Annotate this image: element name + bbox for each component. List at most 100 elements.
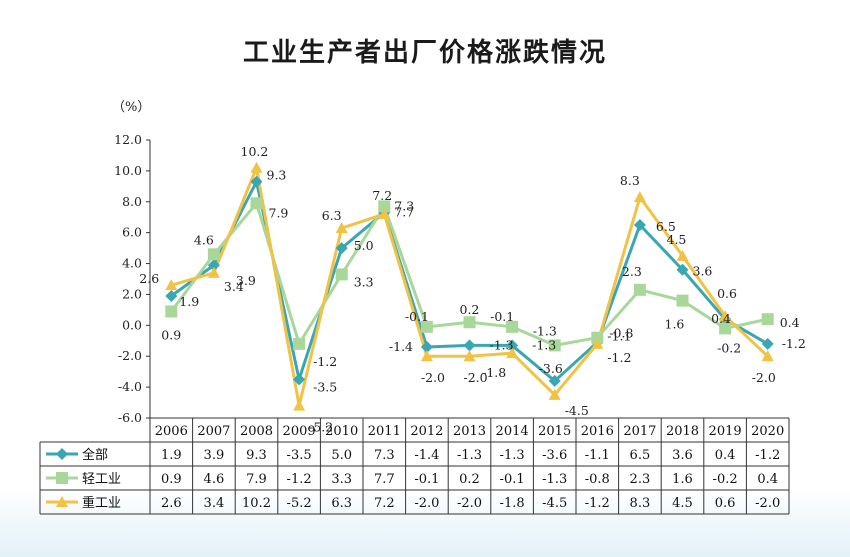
- data-label-light-industry: 4.6: [194, 232, 214, 247]
- data-label-heavy-industry: 4.5: [667, 232, 687, 247]
- data-point-heavy-industry: [463, 350, 476, 362]
- data-point-all: [761, 337, 774, 350]
- table-cell-heavy-industry: -1.2: [585, 496, 610, 511]
- data-label-light-industry: -0.1: [405, 309, 429, 324]
- table-cell-light-industry: 7.7: [374, 472, 395, 487]
- data-point-heavy-industry: [165, 279, 178, 291]
- table-cell-heavy-industry: 6.3: [331, 496, 352, 511]
- data-label-light-industry: 1.6: [665, 317, 685, 332]
- data-label-light-industry: -0.8: [609, 326, 633, 341]
- data-label-all: 1.9: [179, 294, 199, 309]
- data-point-light-industry: [378, 200, 391, 213]
- data-label-light-industry: 7.7: [394, 204, 414, 219]
- table-cell-all: 3.6: [672, 448, 693, 463]
- table-cell-all: 3.9: [204, 448, 225, 463]
- x-tick-label: 2006: [155, 424, 188, 439]
- data-label-light-industry: 0.2: [460, 302, 480, 317]
- data-point-heavy-industry: [420, 350, 433, 362]
- data-label-heavy-industry: 8.3: [620, 173, 640, 188]
- data-label-all: 7.3: [394, 199, 414, 214]
- data-point-all: [207, 259, 220, 272]
- data-point-all: [165, 289, 178, 302]
- data-label-light-industry: -0.2: [717, 340, 741, 355]
- table-cell-all: 1.9: [161, 448, 182, 463]
- x-tick-label: 2017: [623, 424, 656, 439]
- table-cell-all: -1.3: [457, 448, 482, 463]
- legend-label-heavy-industry: 重工业: [82, 495, 121, 511]
- table-cell-light-industry: 4.6: [204, 472, 225, 487]
- data-point-light-industry: [548, 339, 561, 352]
- table-cell-heavy-industry: -1.8: [500, 496, 525, 511]
- table-cell-light-industry: 2.3: [630, 472, 651, 487]
- data-label-heavy-industry: -1.2: [607, 350, 631, 365]
- data-point-heavy-industry: [676, 249, 689, 261]
- legend-marker-all: [56, 448, 68, 460]
- data-label-all: 9.3: [267, 168, 287, 183]
- table-cell-heavy-industry: 8.3: [630, 496, 651, 511]
- x-tick-label: 2012: [410, 424, 443, 439]
- data-label-light-industry: 2.3: [622, 264, 642, 279]
- table-cell-heavy-industry: 2.6: [161, 496, 182, 511]
- data-point-all: [548, 374, 561, 387]
- data-point-light-industry: [420, 320, 433, 333]
- data-point-heavy-industry: [293, 399, 306, 411]
- data-label-heavy-industry: 2.6: [139, 271, 159, 286]
- data-label-light-industry: 0.9: [161, 327, 181, 342]
- data-label-heavy-industry: -5.2: [309, 420, 333, 435]
- table-cell-light-industry: 1.6: [672, 472, 693, 487]
- y-tick-label: 6.0: [122, 225, 142, 240]
- data-point-all: [420, 340, 433, 353]
- data-label-light-industry: 7.9: [269, 205, 289, 220]
- data-label-all: -3.5: [313, 379, 337, 394]
- legend-marker-heavy-industry: [56, 496, 68, 507]
- x-tick-label: 2019: [709, 424, 742, 439]
- y-tick-label: -2.0: [118, 348, 142, 363]
- x-tick-label: 2011: [368, 424, 401, 439]
- table-cell-light-industry: -0.2: [713, 472, 738, 487]
- legend-marker-light-industry: [56, 472, 68, 484]
- data-point-light-industry: [719, 322, 732, 335]
- data-label-heavy-industry: 10.2: [241, 144, 269, 159]
- table-cell-light-industry: -0.8: [585, 472, 610, 487]
- table-cell-light-industry: 0.9: [161, 472, 182, 487]
- data-label-all: -1.4: [389, 339, 413, 354]
- table-cell-all: -3.5: [287, 448, 312, 463]
- x-tick-label: 2010: [325, 424, 358, 439]
- x-tick-label: 2018: [666, 424, 699, 439]
- x-tick-label: 2020: [751, 424, 784, 439]
- data-point-heavy-industry: [250, 161, 263, 173]
- table-cell-light-industry: -1.2: [287, 472, 312, 487]
- table-cell-all: -1.1: [585, 448, 610, 463]
- x-tick-label: 2015: [538, 424, 571, 439]
- data-point-light-industry: [591, 331, 604, 344]
- data-label-heavy-industry: -1.8: [482, 365, 506, 380]
- data-point-heavy-industry: [506, 347, 519, 359]
- data-label-all: 3.6: [693, 264, 713, 279]
- table-cell-all: -3.6: [542, 448, 567, 463]
- table-cell-heavy-industry: -2.0: [414, 496, 439, 511]
- data-point-all: [506, 339, 519, 352]
- table-cell-heavy-industry: -2.0: [755, 496, 780, 511]
- table-cell-light-industry: 3.3: [331, 472, 352, 487]
- table-cell-light-industry: -1.3: [542, 472, 567, 487]
- chart-title: 工业生产者出厂价格涨跌情况: [242, 38, 607, 68]
- data-label-light-industry: -1.2: [313, 354, 337, 369]
- y-axis-unit: （%）: [112, 100, 151, 115]
- data-point-all: [676, 263, 689, 276]
- data-point-light-industry: [335, 268, 348, 281]
- table-cell-all: -1.2: [755, 448, 780, 463]
- y-tick-label: -4.0: [118, 379, 142, 394]
- data-point-heavy-industry: [633, 191, 646, 203]
- data-label-all: -1.2: [782, 336, 806, 351]
- data-point-heavy-industry: [335, 222, 348, 234]
- data-point-heavy-industry: [548, 388, 561, 400]
- data-point-heavy-industry: [719, 310, 732, 322]
- data-point-light-industry: [165, 305, 178, 318]
- data-label-heavy-industry: -2.0: [464, 370, 488, 385]
- data-point-light-industry: [250, 197, 263, 210]
- x-tick-label: 2016: [581, 424, 614, 439]
- data-label-light-industry: 3.3: [354, 274, 374, 289]
- data-label-all: 6.5: [656, 219, 676, 234]
- y-tick-label: 8.0: [122, 194, 142, 209]
